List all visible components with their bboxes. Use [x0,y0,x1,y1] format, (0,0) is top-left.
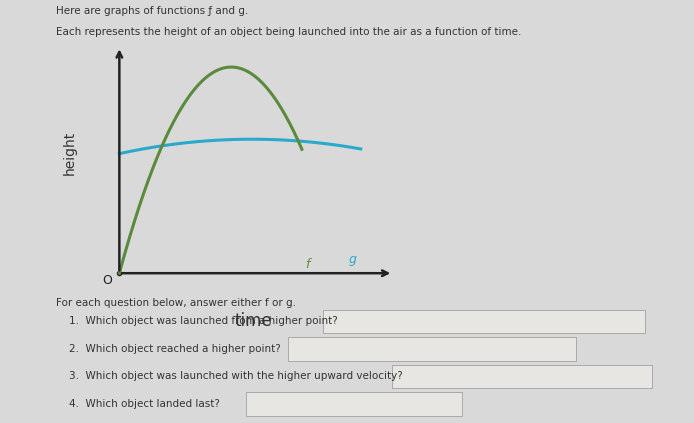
Text: time: time [235,312,272,330]
Text: f: f [305,258,310,271]
Text: 2.  Which object reached a higher point?: 2. Which object reached a higher point? [69,344,281,354]
Text: For each question below, answer either f or g.: For each question below, answer either f… [56,298,296,308]
Text: 1.  Which object was launched from a higher point?: 1. Which object was launched from a high… [69,316,338,327]
Text: height: height [62,131,76,175]
Text: O: O [103,274,112,287]
Text: Each represents the height of an object being launched into the air as a functio: Each represents the height of an object … [56,27,521,38]
Text: Here are graphs of functions ƒ and ɡ.: Here are graphs of functions ƒ and ɡ. [56,6,248,16]
Text: 4.  Which object landed last?: 4. Which object landed last? [69,399,220,409]
Text: g: g [349,253,357,266]
Text: 3.  Which object was launched with the higher upward velocity?: 3. Which object was launched with the hi… [69,371,403,382]
